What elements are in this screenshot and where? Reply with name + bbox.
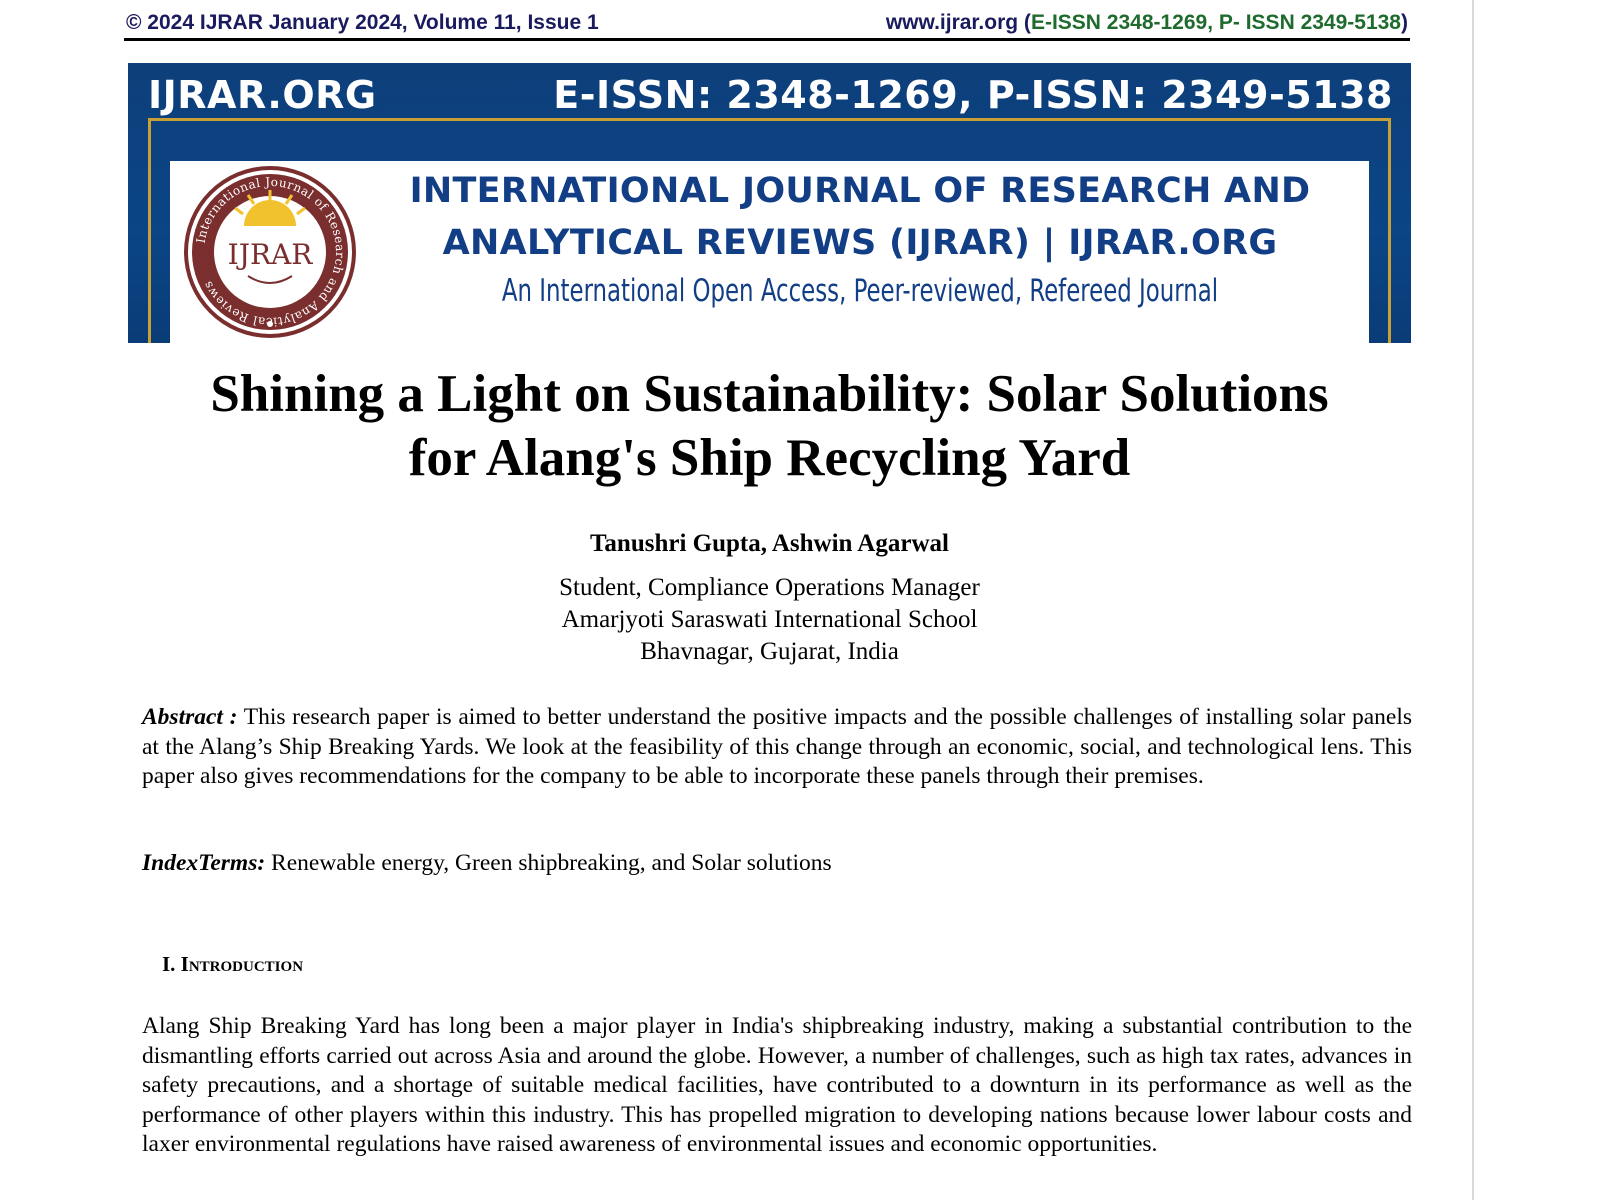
index-terms-text: Renewable energy, Green shipbreaking, an… [265,850,832,876]
banner-issn: E-ISSN: 2348-1269, P-ISSN: 2349-5138 [553,73,1393,117]
banner-gold-frame [148,118,1391,343]
journal-banner: IJRAR.ORG E-ISSN: 2348-1269, P-ISSN: 234… [128,63,1411,343]
journal-name-line1: INTERNATIONAL JOURNAL OF RESEARCH AND [409,171,1311,211]
author-list: Tanushri Gupta, Ashwin Agarwal [590,530,949,557]
running-header-site: www.ijrar.org ( [885,11,1031,34]
page-edge-divider [1472,0,1474,1200]
affiliation-role: Student, Compliance Operations Manager [559,574,980,601]
abstract: Abstract : This research paper is aimed … [142,703,1412,792]
running-header: © 2024 IJRAR January 2024, Volume 11, Is… [124,8,1410,41]
running-header-issn: E-ISSN 2348-1269, P- ISSN 2349-5138 [1030,11,1401,34]
journal-name-line2: ANALYTICAL REVIEWS (IJRAR) | IJRAR.ORG [442,223,1278,263]
seal-text: IJRAR [228,238,314,271]
running-header-website: www.ijrar.org (E-ISSN 2348-1269, P- ISSN… [886,11,1408,35]
journal-tagline: An International Open Access, Peer-revie… [501,273,1219,309]
index-terms: IndexTerms: Renewable energy, Green ship… [142,849,1412,879]
section-heading-introduction: I. Introduction [162,952,304,976]
banner-site-name: IJRAR.ORG [148,73,377,117]
running-header-citation: © 2024 IJRAR January 2024, Volume 11, Is… [126,11,599,34]
paper-title: Shining a Light on Sustainability: Solar… [128,362,1411,490]
abstract-text: This research paper is aimed to better u… [142,704,1413,789]
index-terms-label: IndexTerms: [142,850,266,876]
banner-white-panel: International Journal of Research and An… [170,161,1369,343]
sun-rays-icon [234,190,306,226]
running-header-close: ) [1401,11,1408,34]
introduction-paragraph: Alang Ship Breaking Yard has long been a… [142,1013,1412,1157]
paper-title-line2: for Alang's Ship Recycling Yard [408,429,1131,487]
affiliation-location: Bhavnagar, Gujarat, India [640,638,899,665]
journal-seal-logo: International Journal of Research and An… [184,166,356,338]
affiliation-institution: Amarjyoti Saraswati International School [561,606,978,633]
paper-title-line1: Shining a Light on Sustainability: Solar… [210,365,1329,423]
abstract-label: Abstract : [142,704,238,730]
